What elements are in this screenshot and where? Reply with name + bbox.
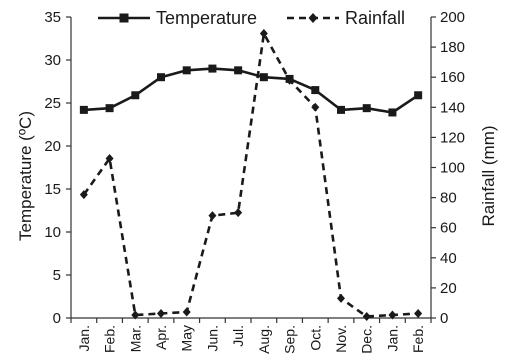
x-tick-label: Jun.	[204, 325, 220, 351]
x-tick-label: Feb.	[102, 325, 118, 353]
axes	[70, 17, 432, 319]
temperature-point	[388, 108, 397, 117]
right-tick-label: 160	[440, 69, 465, 86]
rainfall-point	[311, 102, 320, 112]
rainfall-point	[234, 208, 243, 218]
legend: Temperature Rainfall	[98, 8, 405, 28]
temperature-point	[182, 66, 191, 75]
rainfall-point	[414, 308, 423, 318]
x-tick-label: Apr.	[153, 325, 169, 350]
temperature-point	[105, 104, 114, 113]
x-tick-label: Oct.	[307, 325, 323, 351]
temperature-point	[311, 86, 320, 95]
right-tick-label: 200	[440, 9, 465, 26]
right-tick-label: 120	[440, 129, 465, 146]
temperature-point	[157, 73, 165, 82]
temperature-point	[414, 91, 423, 100]
temperature-point	[79, 105, 88, 114]
left-tick-label: 0	[53, 310, 61, 327]
rainfall-point	[157, 308, 165, 318]
right-tick-label: 100	[440, 160, 465, 177]
left-tick-label: 30	[44, 52, 61, 69]
rainfall-point	[285, 75, 294, 85]
x-tick-label: Dec.	[359, 325, 375, 354]
temperature-point	[234, 66, 243, 75]
legend-rainfall-label: Rainfall	[345, 8, 405, 28]
right-tick-label: 180	[440, 39, 465, 56]
series-layer	[79, 29, 423, 321]
x-tick-label: Jul.	[230, 325, 246, 347]
right-y-ticks: 0 20 40 60 80 100 120 140 160 180 200	[431, 9, 465, 327]
rainfall-point	[362, 311, 371, 321]
rainfall-point	[337, 293, 345, 303]
x-ticks: Jan. Feb. Mar. Apr. May Jun. Jul. Aug. Sep. Oct. N…	[70, 318, 432, 354]
left-tick-label: 35	[44, 9, 61, 26]
x-tick-label: Mar.	[127, 325, 143, 352]
rainfall-point	[182, 307, 191, 317]
right-tick-label: 20	[440, 280, 457, 297]
left-tick-label: 20	[44, 138, 61, 155]
temperature-point	[259, 73, 268, 82]
rainfall-line	[82, 32, 419, 318]
right-tick-label: 80	[440, 190, 457, 207]
right-tick-label: 40	[440, 250, 457, 267]
right-tick-label: 60	[440, 220, 457, 237]
rainfall-point	[79, 190, 88, 200]
left-y-ticks: 0 5 10 15 20 25 30 35	[44, 9, 71, 327]
y-axis-title-left: Temperature (ºC)	[16, 111, 35, 241]
x-tick-label: Feb.	[410, 325, 426, 353]
rainfall-point	[105, 153, 114, 163]
temperature-point	[362, 104, 371, 113]
x-tick-label: May	[179, 325, 195, 351]
left-tick-label: 25	[44, 95, 61, 112]
left-tick-label: 5	[53, 267, 61, 284]
rainfall-point	[208, 211, 217, 221]
temperature-point	[337, 105, 345, 114]
left-tick-label: 10	[44, 224, 61, 241]
temperature-point	[131, 91, 140, 100]
right-tick-label: 0	[440, 310, 448, 327]
rainfall-point	[131, 310, 140, 320]
x-tick-label: Jan.	[76, 325, 92, 351]
legend-temperature-marker	[119, 13, 129, 23]
rainfall-point	[259, 29, 268, 39]
left-tick-label: 15	[44, 181, 61, 198]
x-tick-label: Aug.	[256, 325, 272, 354]
legend-rainfall-marker	[308, 13, 318, 23]
x-tick-label: Nov.	[333, 325, 349, 353]
x-tick-label: Sep.	[282, 325, 298, 354]
temperature-line	[83, 67, 419, 114]
y-axis-title-right: Rainfall (mm)	[479, 125, 498, 226]
x-tick-label: Jan.	[384, 325, 400, 351]
right-tick-label: 140	[440, 99, 465, 116]
legend-temperature-label: Temperature	[156, 8, 257, 28]
temperature-point	[208, 64, 217, 73]
rainfall-point	[388, 310, 397, 320]
